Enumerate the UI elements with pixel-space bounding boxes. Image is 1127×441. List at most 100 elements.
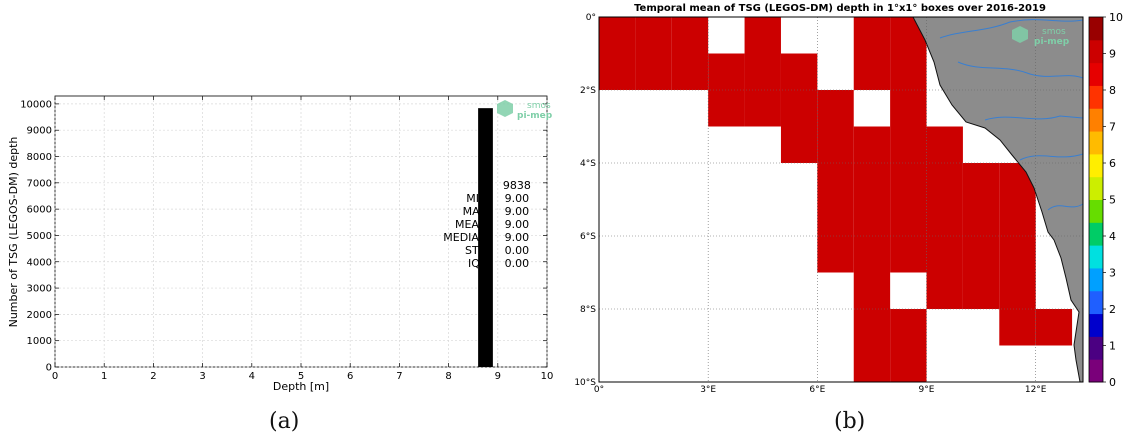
- colorbar-segment: [1089, 199, 1103, 223]
- y-tick-label: 2000: [27, 310, 52, 321]
- colorbar-segment: [1089, 85, 1103, 109]
- x-tick-label: 3: [199, 371, 205, 382]
- stat-label: MIN:: [466, 192, 491, 205]
- y-tick-label: 4000: [27, 257, 52, 268]
- x-tick-label: 5: [298, 371, 304, 382]
- smos-pi-mep-logo: smos pi-mep: [1012, 26, 1070, 47]
- map-cells: [599, 17, 1073, 382]
- colorbar-tick-label: 7: [1109, 121, 1116, 134]
- x-tick-label: 6: [347, 371, 353, 382]
- map-cell: [817, 163, 854, 200]
- stat-value: 0.00: [505, 244, 530, 257]
- colorbar-segment: [1089, 39, 1103, 64]
- y-tick-label: 1000: [27, 336, 52, 347]
- y-tick-label: 8000: [27, 152, 52, 163]
- colorbar-segment: [1089, 131, 1103, 155]
- map-cell: [853, 199, 891, 236]
- stat-value: 9.00: [505, 192, 530, 205]
- x-tick-label: 1: [101, 371, 107, 382]
- y-tick-label: 9000: [27, 126, 52, 137]
- latitude-tick-label: 4°S: [580, 159, 596, 169]
- map-cell: [853, 236, 891, 273]
- longitude-tick-label: 6°E: [809, 385, 825, 395]
- y-tick-label: 10000: [20, 99, 52, 110]
- histogram-gridlines: [54, 96, 548, 368]
- stat-value: 9.00: [505, 205, 530, 218]
- map-cell: [599, 53, 636, 90]
- colorbar-segment: [1089, 176, 1103, 200]
- colorbar-segment: [1089, 153, 1103, 178]
- stat-value: 9.00: [505, 231, 530, 244]
- map-cell: [635, 17, 672, 54]
- map-cell: [890, 309, 927, 346]
- histogram-x-axis-label: Depth [m]: [273, 380, 329, 393]
- stat-label: MEAN:: [455, 218, 491, 231]
- x-tick-label: 0: [52, 371, 58, 382]
- map-cell: [853, 53, 891, 90]
- map-cell: [1035, 309, 1073, 346]
- y-tick-label: 7000: [27, 178, 52, 189]
- map-cell: [671, 17, 709, 54]
- map-cell: [744, 53, 781, 90]
- map-cell: [780, 53, 818, 90]
- longitude-tick-label: 12°E: [1025, 385, 1047, 395]
- y-tick-label: 3000: [27, 284, 52, 295]
- map-cell: [999, 236, 1036, 273]
- map-latitude-ticks: 0° 2°S 4°S 6°S 8°S 10°S: [574, 13, 596, 388]
- longitude-tick-label: 3°E: [700, 385, 716, 395]
- y-tick-label: 5000: [27, 231, 52, 242]
- map-cell: [853, 126, 891, 163]
- map-cell: [817, 90, 854, 127]
- latitude-tick-label: 10°S: [574, 378, 596, 388]
- map-cell: [962, 236, 1000, 273]
- colorbar-tick-label: 9: [1109, 48, 1116, 61]
- depth-mean-map: Temporal mean of TSG (LEGOS-DM) depth in…: [574, 3, 1123, 395]
- colorbar-segment: [1089, 359, 1103, 383]
- map-cell: [853, 309, 891, 346]
- map-cell: [780, 90, 818, 127]
- map-cell: [599, 17, 636, 54]
- colorbar-segment: [1089, 108, 1103, 132]
- histogram-bars: [478, 108, 493, 368]
- map-cell: [708, 53, 745, 90]
- map-cell: [890, 163, 927, 200]
- map-cell: [890, 53, 927, 90]
- map-cell: [890, 199, 927, 236]
- map-cell: [962, 199, 1000, 236]
- colorbar-tick-label: 6: [1109, 157, 1116, 170]
- map-cell: [999, 272, 1036, 309]
- colorbar-segment: [1089, 313, 1103, 337]
- stat-label: N:: [479, 179, 491, 192]
- map-cell: [926, 199, 963, 236]
- x-tick-label: 4: [249, 371, 255, 382]
- map-cell: [853, 163, 891, 200]
- colorbar-tick-label: 0: [1109, 376, 1116, 389]
- map-title: Temporal mean of TSG (LEGOS-DM) depth in…: [634, 3, 1046, 14]
- map-cell: [744, 17, 781, 54]
- stat-value: 9838: [503, 179, 531, 192]
- map-cell: [744, 90, 781, 127]
- y-tick-label: 0: [46, 363, 52, 374]
- logo-smos-text: smos: [527, 101, 551, 111]
- land-mass: [912, 16, 1084, 383]
- x-tick-label: 7: [396, 371, 402, 382]
- x-tick-label: 8: [445, 371, 451, 382]
- panel-label-b: (b): [834, 409, 866, 434]
- colorbar-tick-label: 8: [1109, 84, 1116, 97]
- stat-label: IQR:: [468, 257, 491, 270]
- colorbar-tick-label: 3: [1109, 267, 1116, 280]
- map-cell: [999, 309, 1036, 346]
- map-cell: [708, 90, 745, 127]
- x-tick-label: 9: [495, 371, 501, 382]
- map-cell: [780, 126, 818, 163]
- map-cell: [926, 272, 963, 309]
- stat-value: 9.00: [505, 218, 530, 231]
- colorbar-tick-label: 10: [1109, 11, 1123, 24]
- map-cell: [853, 17, 891, 54]
- colorbar-segment: [1089, 222, 1103, 246]
- stat-label: MEDIAN:: [443, 231, 491, 244]
- rivers: [939, 19, 1084, 211]
- logo-pimep-text: pi-mep: [1034, 37, 1070, 47]
- map-cell: [890, 345, 927, 382]
- map-cell: [853, 272, 891, 309]
